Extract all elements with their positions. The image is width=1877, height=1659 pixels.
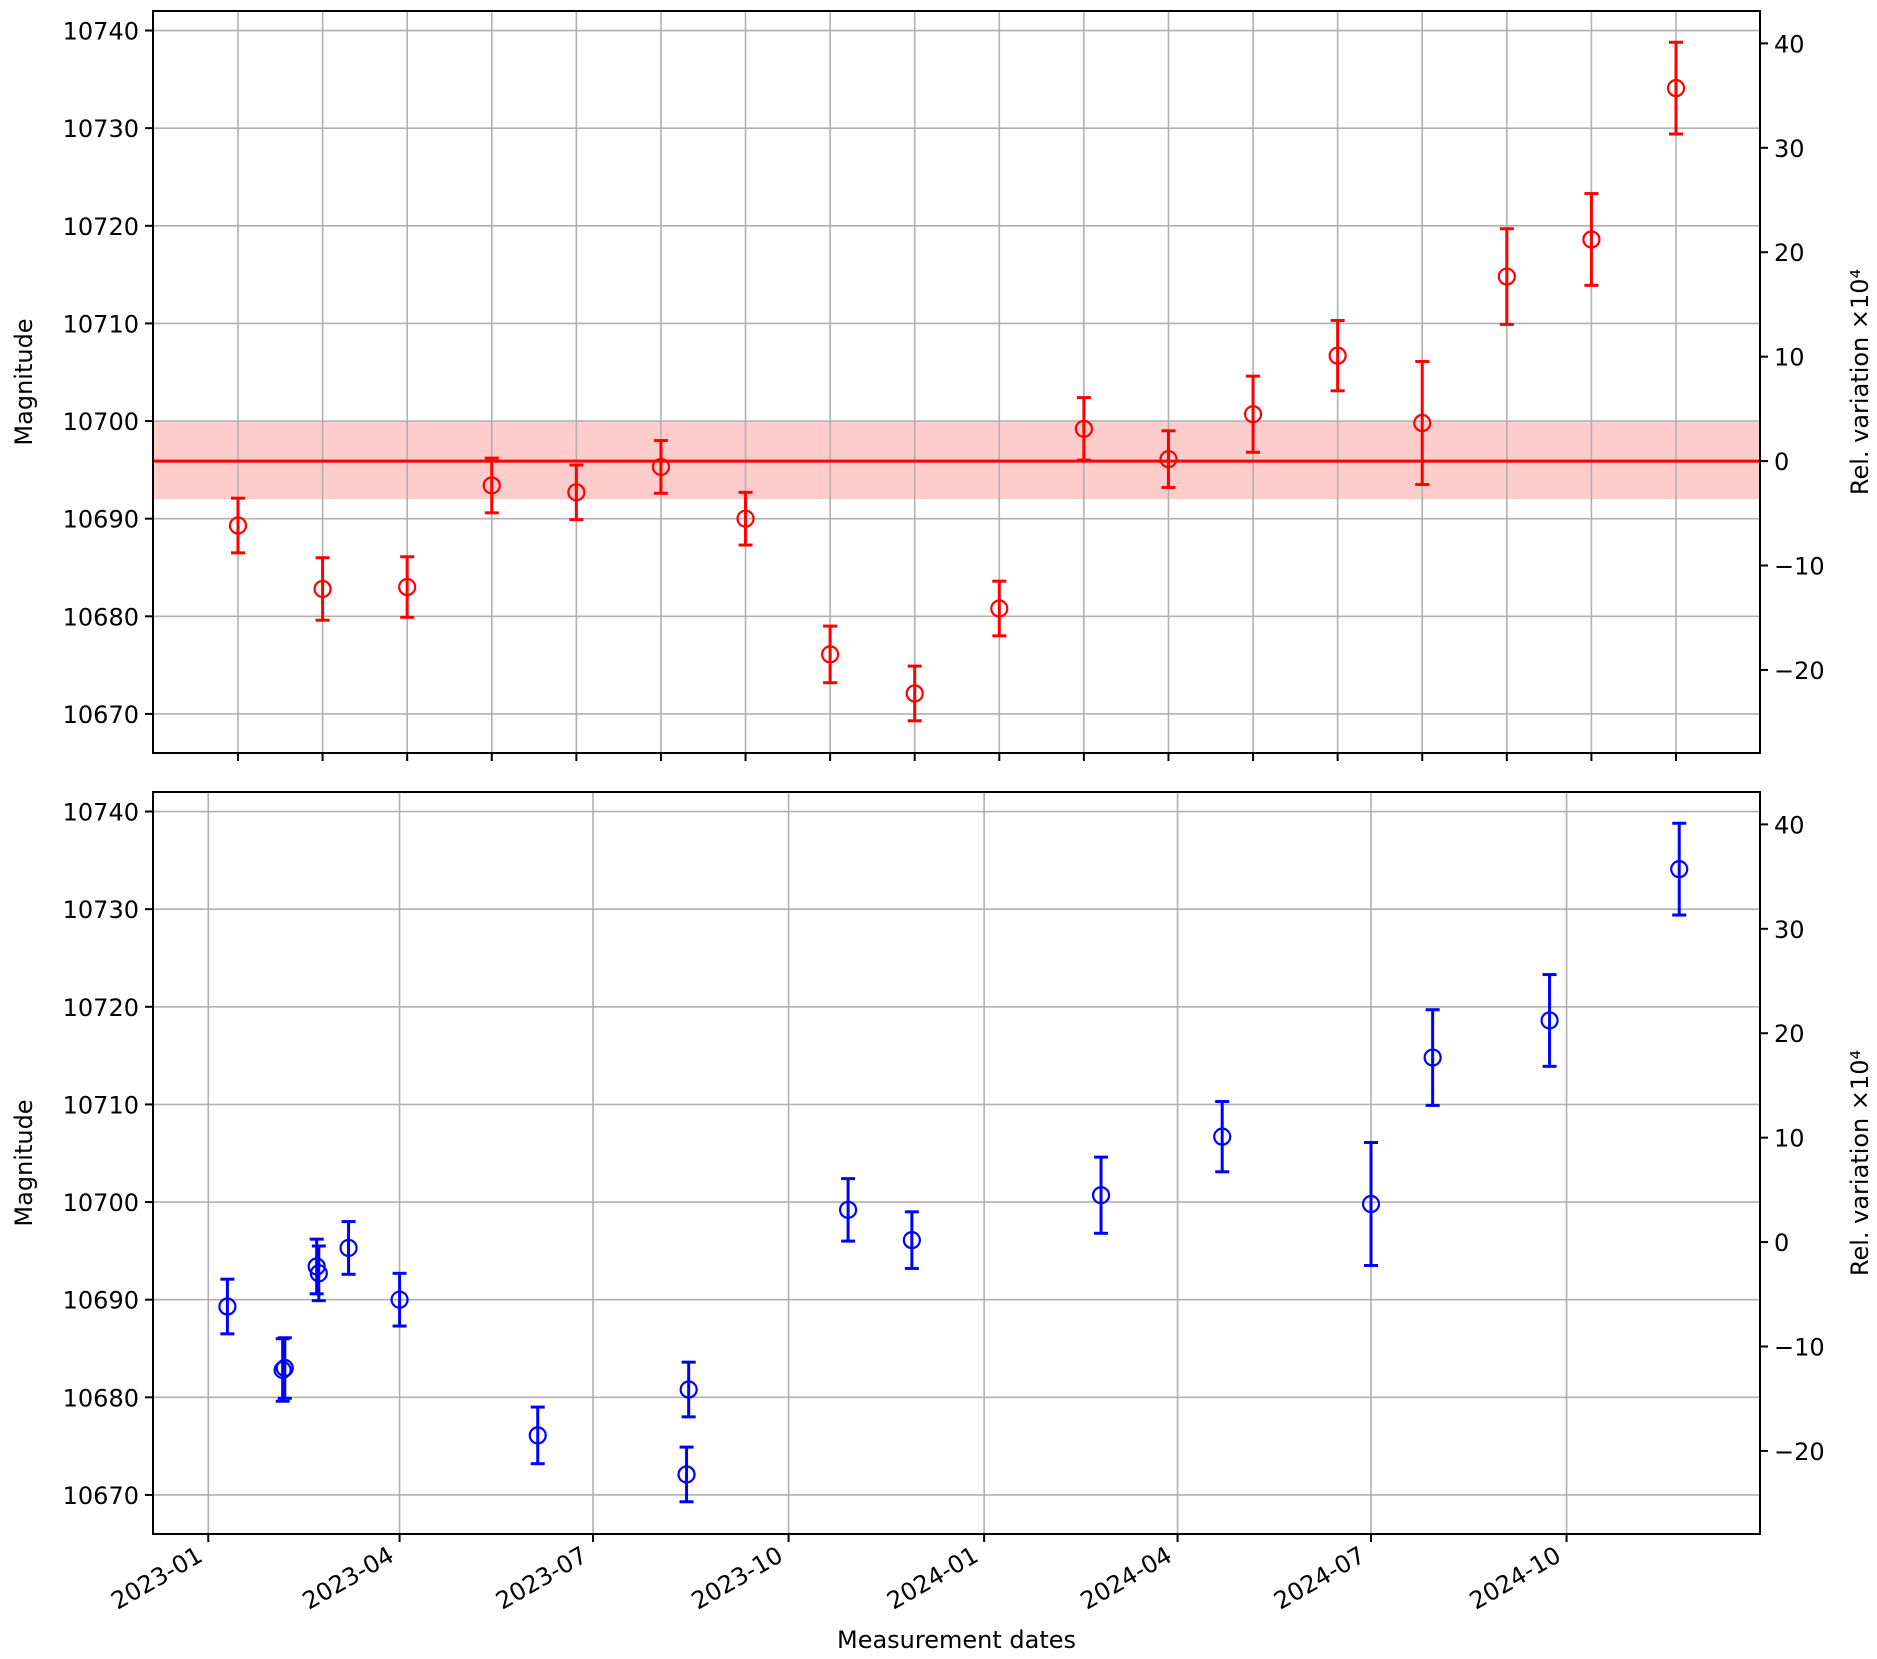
data-point: [390, 1290, 409, 1309]
y-tick-label: 10710: [63, 310, 139, 338]
data-point: [1159, 450, 1178, 469]
data-point: [821, 645, 840, 664]
axes-frame: [152, 10, 1761, 754]
y2-tick-label: −20: [1774, 657, 1825, 685]
data-point: [218, 1297, 237, 1316]
gridlines: [153, 792, 1760, 1534]
y2-axis-label: Rel. variation ×10⁴: [1846, 269, 1874, 495]
data-point: [1213, 1127, 1232, 1146]
data-point: [679, 1380, 698, 1399]
data-point: [990, 599, 1009, 618]
data-point: [275, 1358, 294, 1378]
y2-tick-label: 0: [1774, 1229, 1789, 1257]
y2-tick-label: 30: [1774, 135, 1805, 163]
y2-tick-label: 40: [1774, 30, 1805, 58]
y2-tick-label: 30: [1774, 916, 1805, 944]
y2-tick-label: 20: [1774, 1020, 1805, 1048]
y-tick-label: 10720: [63, 213, 139, 241]
data-point: [651, 457, 671, 477]
y-tick-label: 10670: [63, 701, 139, 729]
y2-tick-label: 10: [1774, 1125, 1805, 1153]
axes-frame: [152, 791, 1761, 1535]
data-point: [1413, 413, 1432, 433]
y-tick-label: 10700: [63, 1189, 139, 1217]
data-point: [905, 684, 924, 703]
data-point: [1243, 405, 1263, 424]
y2-tick-label: 10: [1774, 344, 1805, 372]
y-tick-label: 10740: [63, 18, 139, 46]
y2-tick-label: 40: [1774, 811, 1805, 839]
y-tick-label: 10700: [63, 408, 139, 436]
data-point: [273, 1360, 292, 1380]
y-tick-label: 10740: [63, 799, 139, 827]
y-tick-label: 10690: [63, 1287, 139, 1315]
data-point: [228, 516, 248, 535]
data-point: [313, 579, 332, 599]
y-axis-label: Magnitude: [10, 318, 38, 445]
y2-tick-label: 0: [1774, 448, 1789, 476]
data-point: [1074, 419, 1093, 438]
y2-tick-label: −10: [1774, 553, 1825, 581]
data-point: [1497, 267, 1516, 286]
data-point: [1091, 1186, 1111, 1205]
data-point: [398, 577, 417, 597]
y-tick-label: 10670: [63, 1482, 139, 1510]
data-point: [482, 476, 501, 495]
data-point: [339, 1238, 358, 1258]
data-point: [1423, 1048, 1442, 1067]
data-point: [677, 1465, 696, 1484]
y2-axis-label: Rel. variation ×10⁴: [1846, 1050, 1874, 1276]
y2-tick-label: −10: [1774, 1334, 1825, 1362]
y-tick-label: 10730: [63, 896, 139, 924]
data-point: [736, 509, 755, 528]
y-tick-label: 10690: [63, 506, 139, 534]
y2-tick-label: 20: [1774, 239, 1805, 267]
top-panel: 10670 10680 10690 10700 10710 10720 10730 10740…: [10, 10, 1874, 761]
data-point: [1328, 346, 1347, 365]
data-point: [902, 1231, 921, 1250]
y-tick-label: 10730: [63, 115, 139, 143]
data-point: [309, 1264, 328, 1283]
y-axis-label: Magnitude: [10, 1099, 38, 1226]
data-point: [1582, 230, 1601, 249]
data-point: [1666, 79, 1686, 98]
x-axis-label: Measurement dates: [837, 1626, 1076, 1654]
data-point: [567, 483, 586, 502]
data-point: [1540, 1011, 1559, 1030]
y-tick-label: 10680: [63, 603, 139, 631]
y-tick-label: 10710: [63, 1091, 139, 1119]
y-tick-label: 10680: [63, 1384, 139, 1412]
data-point: [1361, 1194, 1381, 1214]
y-tick-label: 10720: [63, 994, 139, 1022]
data-point: [528, 1426, 547, 1445]
data-point: [1670, 860, 1689, 879]
y2-tick-label: −20: [1774, 1438, 1825, 1466]
data-point: [838, 1200, 858, 1219]
